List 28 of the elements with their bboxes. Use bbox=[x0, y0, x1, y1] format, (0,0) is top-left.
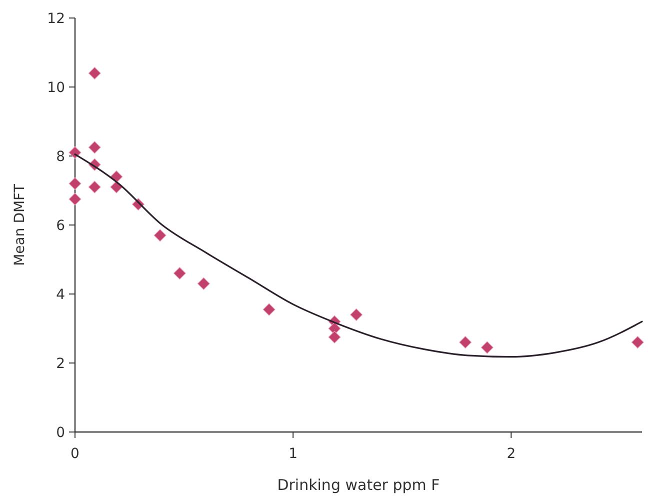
y-tick-label: 2 bbox=[56, 356, 65, 372]
y-tick-label: 10 bbox=[47, 80, 65, 96]
point bbox=[88, 66, 101, 80]
y-tick-label: 12 bbox=[47, 10, 65, 27]
x-tick-label: 1 bbox=[288, 446, 298, 462]
point bbox=[480, 341, 494, 354]
point bbox=[197, 277, 210, 290]
point bbox=[350, 308, 363, 321]
y-tick-label: 8 bbox=[56, 148, 65, 165]
point bbox=[328, 330, 341, 344]
point bbox=[173, 267, 186, 280]
y-axis-title: Mean DMFT bbox=[12, 184, 28, 266]
point bbox=[631, 336, 644, 349]
point bbox=[68, 192, 82, 206]
point bbox=[262, 303, 276, 316]
y-tick-label: 0 bbox=[56, 424, 65, 441]
y-tick-label: 4 bbox=[56, 286, 66, 303]
y-tick-label: 6 bbox=[56, 218, 66, 234]
x-tick-label: 0 bbox=[70, 446, 80, 462]
point bbox=[88, 180, 101, 194]
x-tick-label: 2 bbox=[506, 446, 516, 462]
point bbox=[68, 177, 82, 190]
point bbox=[68, 146, 82, 159]
point bbox=[154, 229, 166, 242]
point bbox=[88, 141, 101, 154]
x-axis-title: Drinking water ppm F bbox=[277, 476, 440, 494]
point bbox=[459, 336, 472, 349]
point bbox=[110, 170, 123, 183]
